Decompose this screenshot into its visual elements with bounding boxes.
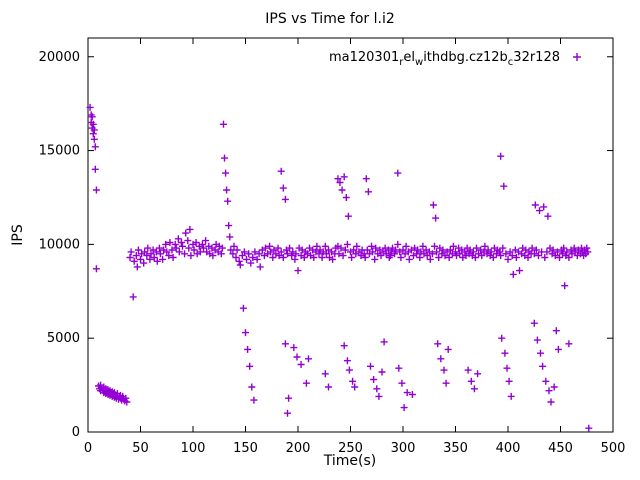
legend-label: ma120301relwithdbg.cz12bc32r128 (329, 50, 560, 68)
chart-title: IPS vs Time for l.i2 (265, 11, 395, 27)
y-axis-label: IPS (10, 224, 26, 246)
x-tick-label: 400 (496, 441, 521, 456)
x-tick-label: 50 (132, 441, 149, 456)
x-axis-label: Time(s) (323, 453, 376, 469)
data-points (86, 103, 593, 432)
legend: ma120301relwithdbg.cz12bc32r128 (329, 50, 581, 68)
x-tick-label: 350 (443, 441, 468, 456)
x-tick-label: 450 (548, 441, 573, 456)
y-tick-label: 5000 (47, 331, 80, 346)
x-tick-label: 0 (84, 441, 92, 456)
x-tick-label: 150 (233, 441, 258, 456)
y-tick-label: 15000 (39, 144, 80, 159)
x-tick-label: 500 (601, 441, 626, 456)
x-tick-label: 250 (338, 441, 363, 456)
y-tick-label: 10000 (39, 237, 80, 252)
x-tick-label: 100 (181, 441, 206, 456)
plot-border (87, 37, 614, 433)
x-tick-label: 200 (286, 441, 311, 456)
y-tick-label: 0 (72, 425, 80, 440)
legend-marker-icon (573, 53, 581, 61)
tick-labels: 0 50 100 150 200 250 300 350 400 450 5000500010000… (39, 50, 626, 456)
axis-ticks (87, 38, 614, 433)
x-tick-label: 300 (391, 441, 416, 456)
y-tick-label: 20000 (39, 50, 80, 65)
